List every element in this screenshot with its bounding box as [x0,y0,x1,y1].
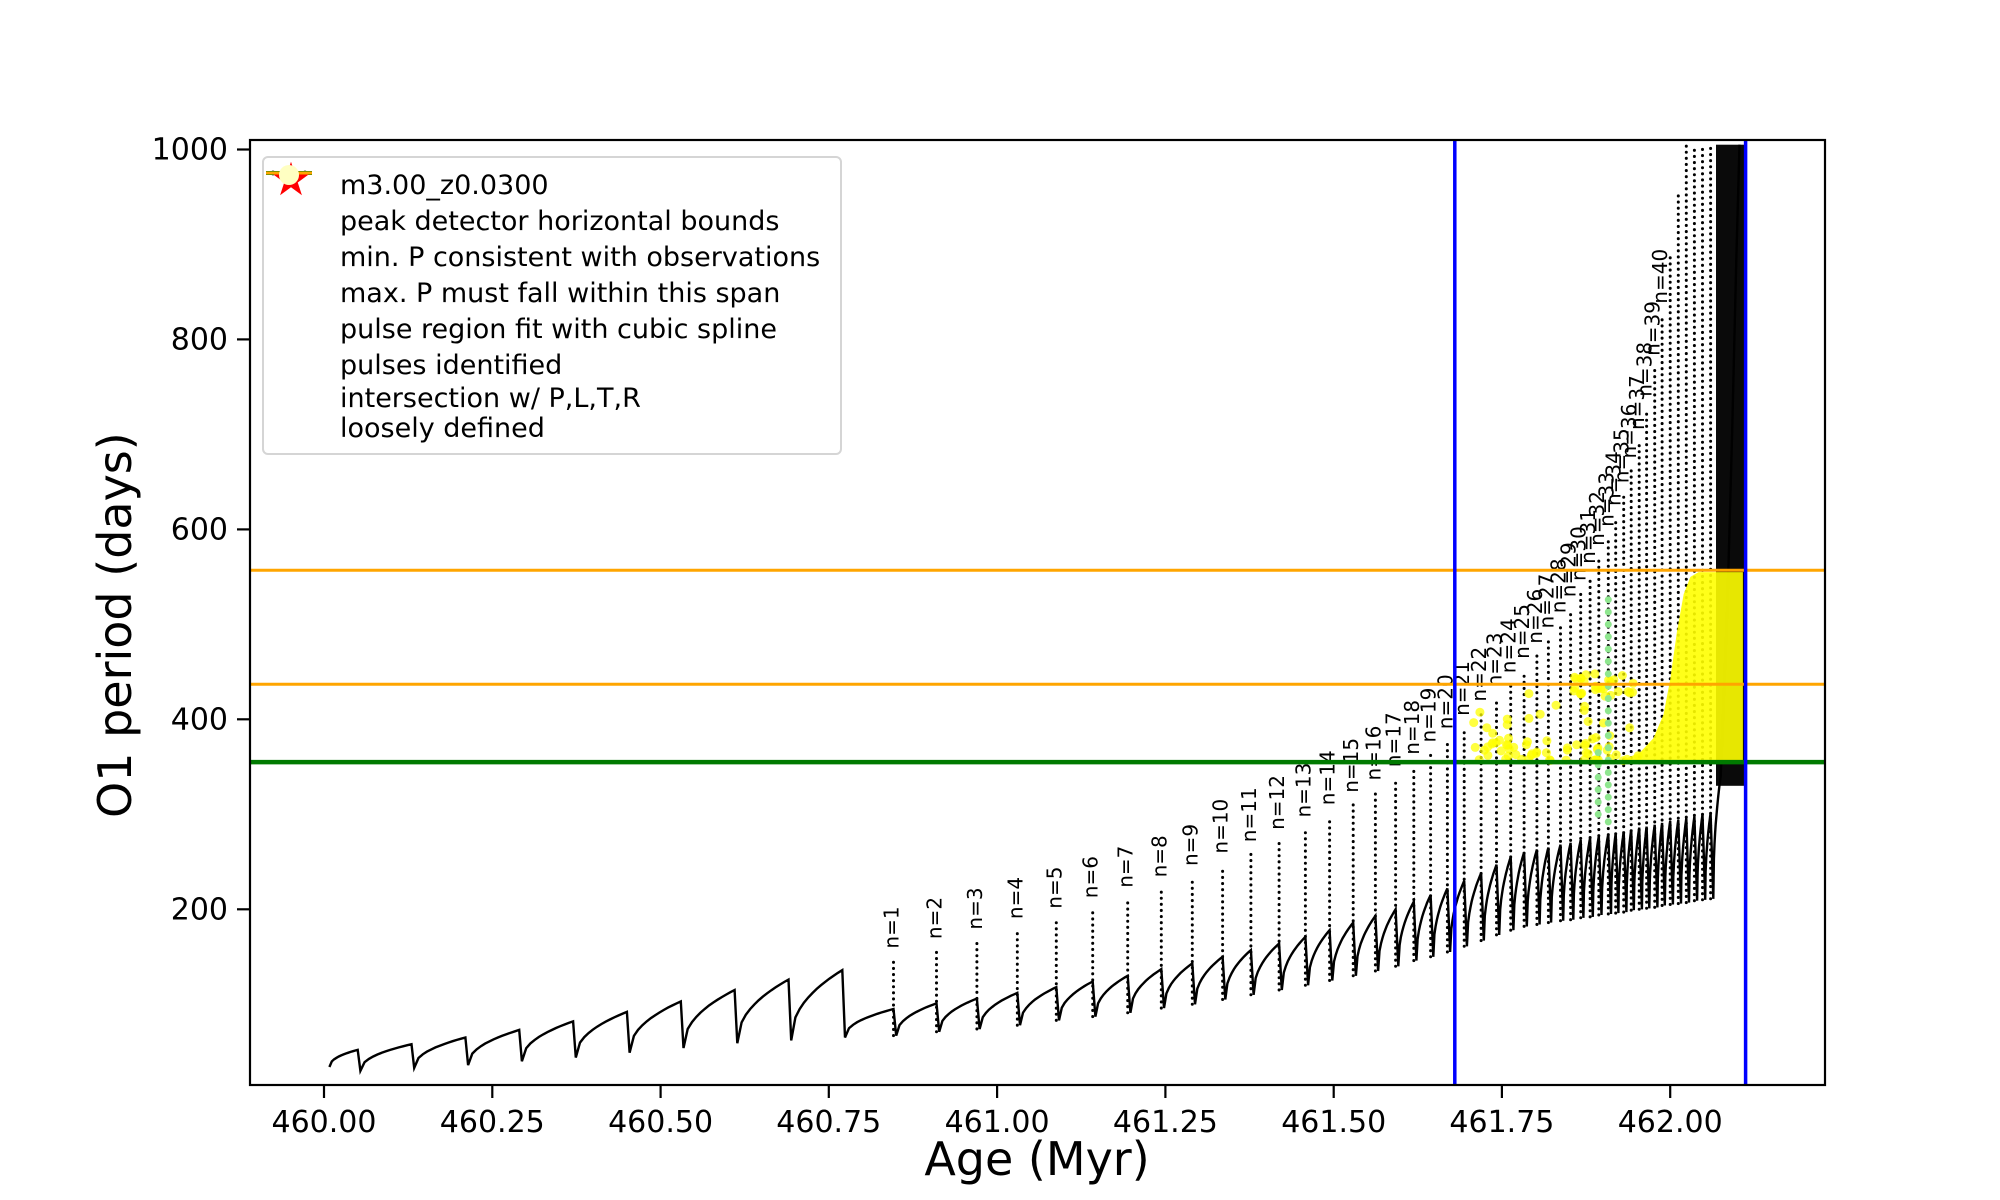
legend-item: pulse region fit with cubic spline [276,167,820,348]
svg-text:n=34: n=34 [1602,451,1626,506]
legend-item: ★pulses identified [270,158,820,384]
svg-text:n=11: n=11 [1237,787,1261,842]
svg-text:n=37: n=37 [1625,375,1649,430]
svg-text:n=6: n=6 [1079,856,1103,898]
svg-text:n=23: n=23 [1483,633,1507,688]
svg-text:461.75: 461.75 [1449,1105,1554,1140]
svg-text:461.25: 461.25 [1113,1105,1218,1140]
legend-item: max. P must fall within this span [266,171,820,312]
svg-text:n=8: n=8 [1147,835,1171,877]
svg-text:n=31: n=31 [1576,509,1600,564]
svg-text:n=32: n=32 [1585,491,1609,546]
svg-text:460.25: 460.25 [440,1105,545,1140]
x-axis-label: Age (Myr) [924,1132,1150,1186]
legend-item-label: pulse region fit with cubic spline [340,314,777,346]
svg-text:n=4: n=4 [1003,877,1027,919]
svg-text:n=3: n=3 [963,887,987,929]
svg-text:n=24: n=24 [1497,618,1521,673]
svg-text:n=17: n=17 [1382,712,1406,767]
svg-text:n=25: n=25 [1510,604,1534,659]
svg-text:460.00: 460.00 [272,1105,377,1140]
legend-item: peak detector horizontal bounds [266,171,820,240]
plot-content: n=1 n=2 n=3 n=4 n=5 n=6 n=7 n=8 n=9 n=10 n=11 n=12 n… [328,143,1746,1075]
svg-text:n=35: n=35 [1610,428,1634,483]
pulse-number-labels: n=1 n=2 n=3 n=4 n=5 n=6 n=7 n=8 n=9 n=10 n=11 n=12 n… [880,249,1673,949]
svg-text:n=39: n=39 [1641,301,1665,356]
svg-text:n=12: n=12 [1265,775,1289,830]
svg-text:460.50: 460.50 [608,1105,713,1140]
legend-item: min. P consistent with observations [266,171,821,276]
svg-text:n=15: n=15 [1339,738,1363,793]
svg-text:n=2: n=2 [923,897,947,939]
svg-text:600: 600 [171,512,228,547]
main-series-curve [328,144,1741,1075]
svg-text:n=33: n=33 [1594,472,1618,527]
svg-text:461.50: 461.50 [1281,1105,1386,1140]
legend-item-label: min. P consistent with observations [340,242,821,274]
legend-item-label: peak detector horizontal bounds [340,206,780,238]
legend-item: intersection w/ P,L,T,R loosely defined [276,165,820,444]
svg-text:n=26: n=26 [1523,589,1547,644]
svg-text:461.00: 461.00 [945,1105,1050,1140]
svg-text:460.75: 460.75 [776,1105,881,1140]
svg-text:n=9: n=9 [1178,824,1202,866]
svg-text:462.00: 462.00 [1618,1105,1723,1140]
y-axis-label: O1 period (days) [88,432,142,818]
svg-text:n=14: n=14 [1316,750,1340,805]
svg-text:n=19: n=19 [1417,688,1441,743]
spline-fit-dots [1594,596,1612,826]
svg-text:n=10: n=10 [1209,799,1233,854]
svg-text:1000: 1000 [152,133,228,168]
svg-text:n=30: n=30 [1567,526,1591,581]
svg-text:n=18: n=18 [1400,700,1424,755]
svg-text:n=13: n=13 [1291,763,1315,818]
svg-text:n=7: n=7 [1114,846,1138,888]
svg-text:n=5: n=5 [1042,867,1066,909]
plot-border [248,138,1827,1087]
svg-text:n=1: n=1 [880,906,904,948]
svg-text:n=27: n=27 [1534,574,1558,629]
legend-item-label: pulses identified [340,350,563,382]
svg-text:400: 400 [171,702,228,737]
svg-text:n=22: n=22 [1467,647,1491,702]
svg-text:n=40: n=40 [1648,249,1672,304]
legend-item-label: intersection w/ P,L,T,R loosely defined [340,383,641,444]
svg-text:800: 800 [171,322,228,357]
y-axis: 200 400 600 800 1000 [152,133,250,927]
legend-item: m3.00_z0.0300 [266,168,820,204]
svg-text:n=28: n=28 [1547,558,1571,613]
svg-text:n=16: n=16 [1361,726,1385,781]
svg-text:n=38: n=38 [1633,342,1657,397]
yellow-intersection-region [1621,572,1743,761]
svg-text:200: 200 [171,892,228,927]
svg-text:n=36: n=36 [1617,404,1641,459]
legend-item-label: m3.00_z0.0300 [340,170,549,202]
legend-item-label: max. P must fall within this span [340,278,781,310]
x-axis: 460.00 460.25 460.50 460.75 461.00 461.25 461.… [272,1085,1723,1140]
